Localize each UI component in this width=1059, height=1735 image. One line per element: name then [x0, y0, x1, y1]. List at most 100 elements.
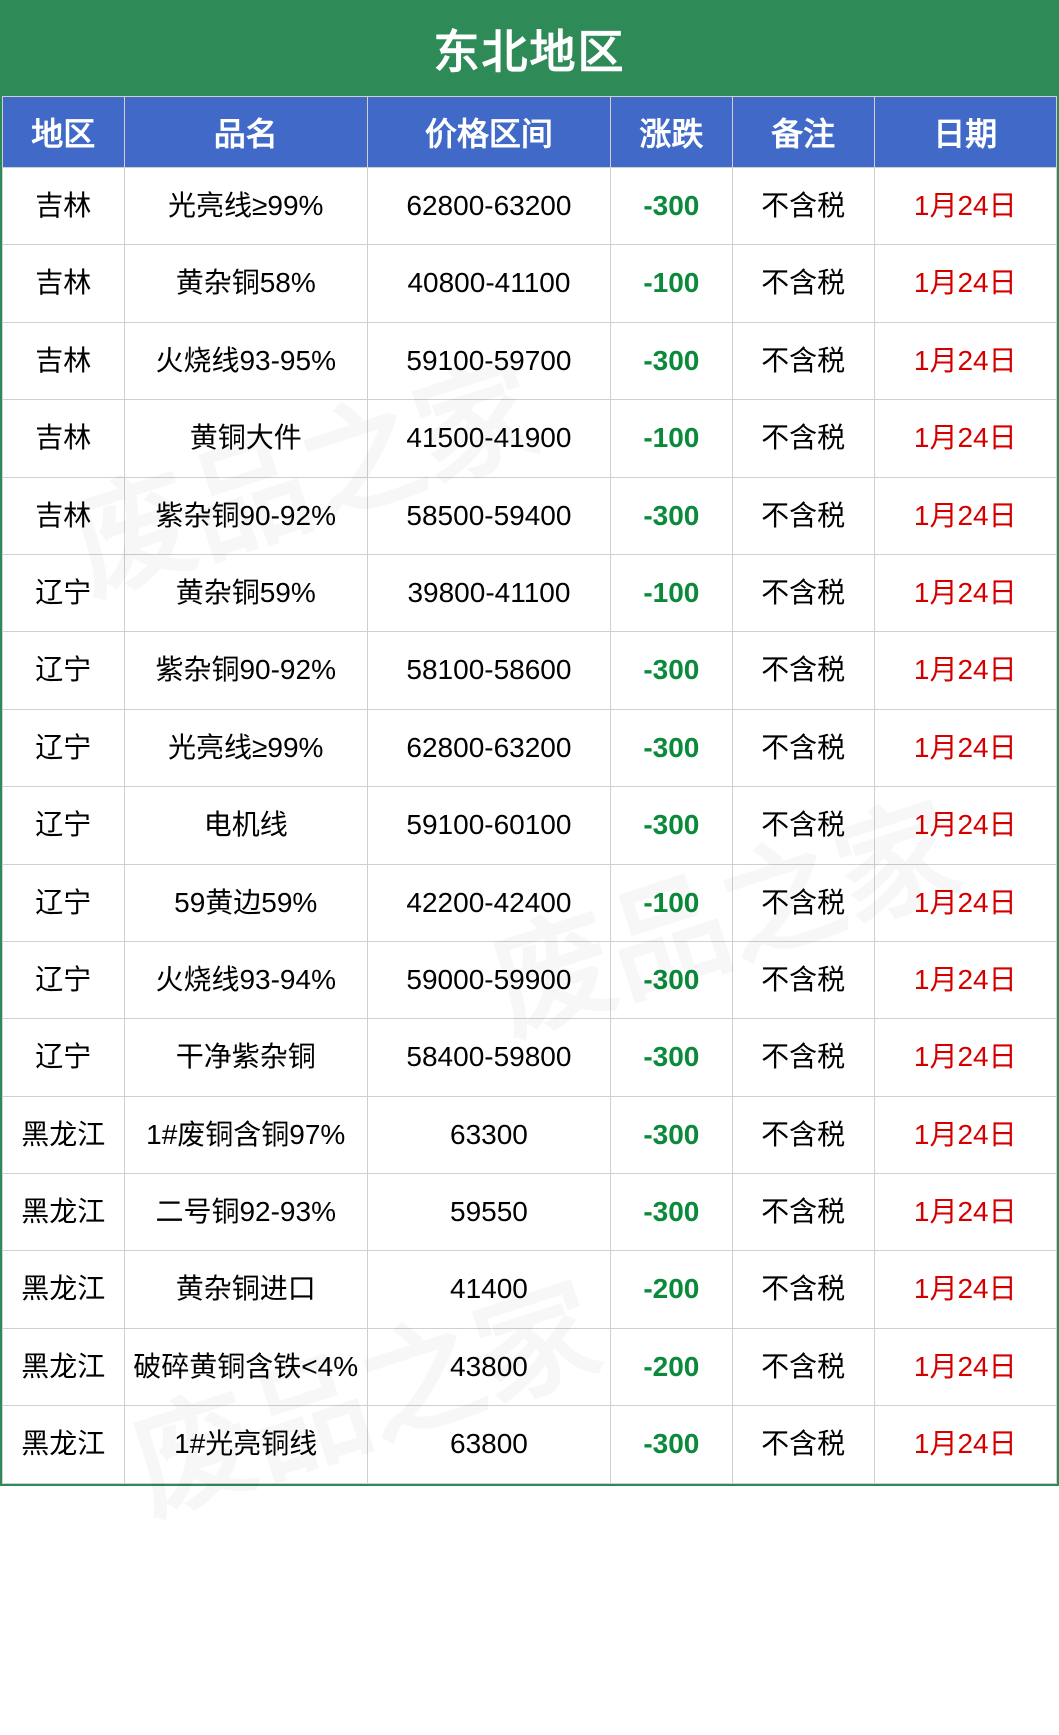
change-cell: -300	[611, 632, 733, 709]
col-header-price: 价格区间	[367, 97, 610, 168]
table-row: 辽宁光亮线≥99%62800-63200-300不含税1月24日	[3, 709, 1057, 786]
price-cell: 41400	[367, 1251, 610, 1328]
name-cell: 二号铜92-93%	[124, 1174, 367, 1251]
change-cell: -300	[611, 1096, 733, 1173]
region-cell: 黑龙江	[3, 1174, 125, 1251]
col-header-name: 品名	[124, 97, 367, 168]
region-cell: 黑龙江	[3, 1251, 125, 1328]
region-cell: 吉林	[3, 168, 125, 245]
note-cell: 不含税	[732, 709, 874, 786]
note-cell: 不含税	[732, 632, 874, 709]
region-cell: 黑龙江	[3, 1096, 125, 1173]
note-cell: 不含税	[732, 1096, 874, 1173]
change-cell: -300	[611, 1019, 733, 1096]
name-cell: 黄杂铜59%	[124, 554, 367, 631]
note-cell: 不含税	[732, 864, 874, 941]
date-cell: 1月24日	[874, 400, 1056, 477]
change-cell: -300	[611, 787, 733, 864]
date-cell: 1月24日	[874, 245, 1056, 322]
date-cell: 1月24日	[874, 1019, 1056, 1096]
name-cell: 光亮线≥99%	[124, 709, 367, 786]
note-cell: 不含税	[732, 1328, 874, 1405]
note-cell: 不含税	[732, 1174, 874, 1251]
region-cell: 辽宁	[3, 554, 125, 631]
region-cell: 辽宁	[3, 1019, 125, 1096]
table-row: 辽宁干净紫杂铜58400-59800-300不含税1月24日	[3, 1019, 1057, 1096]
change-cell: -300	[611, 477, 733, 554]
region-cell: 吉林	[3, 322, 125, 399]
name-cell: 1#废铜含铜97%	[124, 1096, 367, 1173]
price-cell: 63800	[367, 1406, 610, 1483]
name-cell: 电机线	[124, 787, 367, 864]
price-cell: 41500-41900	[367, 400, 610, 477]
date-cell: 1月24日	[874, 1251, 1056, 1328]
date-cell: 1月24日	[874, 477, 1056, 554]
region-cell: 黑龙江	[3, 1406, 125, 1483]
price-cell: 59000-59900	[367, 941, 610, 1018]
date-cell: 1月24日	[874, 941, 1056, 1018]
note-cell: 不含税	[732, 322, 874, 399]
col-header-change: 涨跌	[611, 97, 733, 168]
price-table: 地区 品名 价格区间 涨跌 备注 日期 吉林光亮线≥99%62800-63200…	[2, 96, 1057, 1484]
date-cell: 1月24日	[874, 787, 1056, 864]
note-cell: 不含税	[732, 477, 874, 554]
table-row: 吉林紫杂铜90-92%58500-59400-300不含税1月24日	[3, 477, 1057, 554]
change-cell: -300	[611, 1406, 733, 1483]
region-cell: 吉林	[3, 245, 125, 322]
table-row: 辽宁黄杂铜59%39800-41100-100不含税1月24日	[3, 554, 1057, 631]
price-cell: 59100-59700	[367, 322, 610, 399]
change-cell: -300	[611, 322, 733, 399]
change-cell: -300	[611, 709, 733, 786]
change-cell: -100	[611, 400, 733, 477]
note-cell: 不含税	[732, 168, 874, 245]
table-row: 黑龙江黄杂铜进口41400-200不含税1月24日	[3, 1251, 1057, 1328]
name-cell: 黄铜大件	[124, 400, 367, 477]
note-cell: 不含税	[732, 1251, 874, 1328]
table-row: 辽宁紫杂铜90-92%58100-58600-300不含税1月24日	[3, 632, 1057, 709]
table-row: 辽宁电机线59100-60100-300不含税1月24日	[3, 787, 1057, 864]
table-row: 吉林黄铜大件41500-41900-100不含税1月24日	[3, 400, 1057, 477]
price-cell: 59550	[367, 1174, 610, 1251]
name-cell: 1#光亮铜线	[124, 1406, 367, 1483]
date-cell: 1月24日	[874, 554, 1056, 631]
table-row: 吉林光亮线≥99%62800-63200-300不含税1月24日	[3, 168, 1057, 245]
name-cell: 火烧线93-94%	[124, 941, 367, 1018]
note-cell: 不含税	[732, 400, 874, 477]
note-cell: 不含税	[732, 245, 874, 322]
price-cell: 58100-58600	[367, 632, 610, 709]
name-cell: 火烧线93-95%	[124, 322, 367, 399]
price-cell: 42200-42400	[367, 864, 610, 941]
table-row: 黑龙江1#光亮铜线63800-300不含税1月24日	[3, 1406, 1057, 1483]
change-cell: -200	[611, 1251, 733, 1328]
price-cell: 58500-59400	[367, 477, 610, 554]
price-cell: 62800-63200	[367, 168, 610, 245]
table-row: 黑龙江破碎黄铜含铁<4%43800-200不含税1月24日	[3, 1328, 1057, 1405]
name-cell: 紫杂铜90-92%	[124, 477, 367, 554]
date-cell: 1月24日	[874, 632, 1056, 709]
price-cell: 43800	[367, 1328, 610, 1405]
table-row: 辽宁火烧线93-94%59000-59900-300不含税1月24日	[3, 941, 1057, 1018]
name-cell: 59黄边59%	[124, 864, 367, 941]
col-header-note: 备注	[732, 97, 874, 168]
date-cell: 1月24日	[874, 1096, 1056, 1173]
region-title: 东北地区	[2, 2, 1057, 96]
name-cell: 黄杂铜58%	[124, 245, 367, 322]
name-cell: 破碎黄铜含铁<4%	[124, 1328, 367, 1405]
price-table-container: 东北地区 废品之家 废品之家 废品之家 地区 品名 价格区间 涨跌 备注 日期 …	[0, 0, 1059, 1486]
region-cell: 吉林	[3, 477, 125, 554]
date-cell: 1月24日	[874, 1406, 1056, 1483]
region-cell: 辽宁	[3, 864, 125, 941]
table-row: 黑龙江二号铜92-93%59550-300不含税1月24日	[3, 1174, 1057, 1251]
table-row: 吉林黄杂铜58%40800-41100-100不含税1月24日	[3, 245, 1057, 322]
name-cell: 黄杂铜进口	[124, 1251, 367, 1328]
col-header-date: 日期	[874, 97, 1056, 168]
change-cell: -100	[611, 245, 733, 322]
note-cell: 不含税	[732, 1406, 874, 1483]
price-cell: 58400-59800	[367, 1019, 610, 1096]
table-row: 吉林火烧线93-95%59100-59700-300不含税1月24日	[3, 322, 1057, 399]
price-cell: 39800-41100	[367, 554, 610, 631]
note-cell: 不含税	[732, 1019, 874, 1096]
region-cell: 辽宁	[3, 787, 125, 864]
region-cell: 辽宁	[3, 709, 125, 786]
date-cell: 1月24日	[874, 168, 1056, 245]
